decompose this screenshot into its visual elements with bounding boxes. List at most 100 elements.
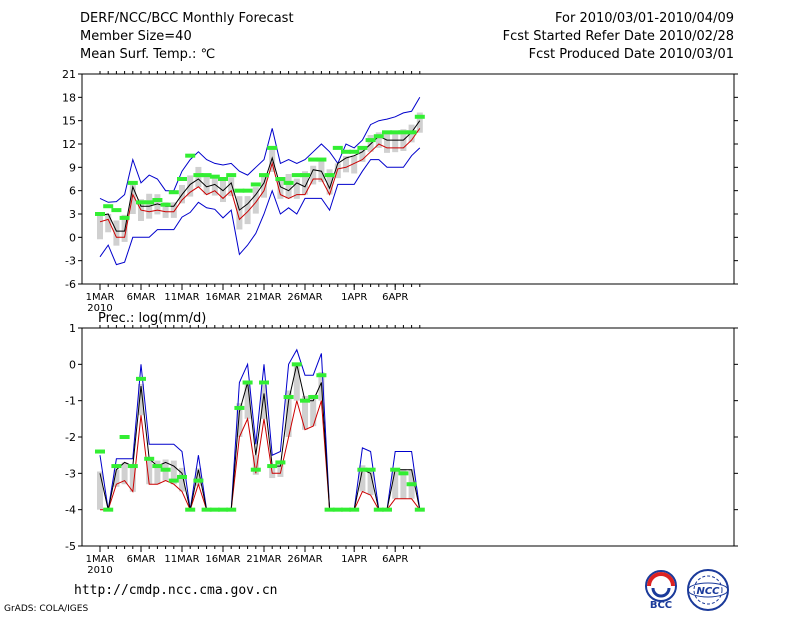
obs-marker [267,464,278,469]
spread-bar [302,395,308,430]
series-lower-line [99,147,421,266]
y-tick-label: -3 [65,467,76,480]
spread-bar [334,163,341,179]
obs-marker [218,177,228,181]
obs-marker [209,174,220,179]
spread-bar [392,131,399,153]
x-tick-label: 1MAR [86,292,115,303]
spread-bar [277,178,284,199]
obs-marker [283,180,294,185]
obs-marker [390,467,401,472]
spread-bar [400,468,407,499]
obs-marker [316,157,327,162]
spread-bar [261,385,267,419]
x-tick-label: 26MAR [287,554,322,565]
obs-marker [234,188,245,193]
y-tick-label: -1 [65,395,76,408]
y-tick-label: 0 [69,358,76,371]
y-tick-label: 21 [62,68,76,81]
spread-bar [416,112,423,133]
spread-bar [236,196,243,230]
obs-marker [103,204,114,209]
spread-bar [375,132,382,148]
x-tick-label: 6MAR [127,554,156,565]
obs-marker [152,198,163,202]
obs-marker [127,180,138,185]
y-tick-label: 12 [62,138,76,151]
y-tick-label: -6 [65,278,76,291]
obs-marker [201,173,212,178]
obs-marker [398,471,409,476]
obs-marker [308,157,319,162]
spread-bar [146,458,153,485]
obs-marker [103,507,114,512]
obs-marker [267,145,278,150]
spread-bar [359,149,366,162]
obs-marker [144,456,155,461]
obs-marker [177,177,187,181]
spread-bar [97,471,103,510]
member-size: Member Size=40 [80,29,192,44]
x-tick-label: 11MAR [164,292,199,303]
spread-bar [293,178,300,199]
obs-marker [193,173,204,178]
obs-marker [185,153,196,158]
obs-marker [226,173,237,178]
series-min-line [100,400,421,512]
obs-marker [119,435,130,439]
spread-bar [113,469,120,487]
x-tick-label: 1APR [341,554,367,565]
obs-marker [144,200,155,205]
spread-bar [113,220,120,246]
obs-marker [324,507,335,512]
obs-marker [111,464,122,469]
spread-bar [261,175,267,198]
spread-bar [220,180,226,203]
obs-marker [185,507,196,512]
source-url[interactable]: http://cmdp.ncc.cma.gov.cn [74,583,278,598]
panel-subtitle: Prec.: log(mm/d) [98,311,206,326]
spread-bar [97,215,103,240]
y-tick-label: 18 [62,91,76,104]
y-tick-label: 0 [69,231,76,244]
obs-marker [332,145,343,150]
obs-marker [406,482,417,487]
spread-bar [277,462,284,477]
spread-bar [310,165,317,185]
x-tick-label: 16MAR [205,292,240,303]
spread-bar [310,394,317,427]
variable-label: Mean Surf. Temp.: ℃ [80,47,216,62]
obs-marker [283,395,294,400]
chart-title: DERF/NCC/BCC Monthly Forecast [80,11,294,26]
spread-bar [154,460,161,485]
spread-bar [179,467,185,492]
obs-marker [332,507,343,512]
spread-bar [195,468,202,486]
y-tick-label: -4 [65,504,76,517]
x-tick-label: 1APR [341,292,367,303]
obs-marker [414,507,425,512]
obs-marker [414,114,425,119]
spread-bar [392,468,399,499]
obs-marker [382,507,392,512]
obs-marker [398,130,409,135]
obs-marker [226,507,237,512]
y-tick-label: 6 [69,185,76,198]
obs-marker [242,188,253,193]
obs-marker [308,395,319,400]
plot-frame [81,327,735,547]
x-year-label: 2010 [87,565,112,576]
obs-marker [365,467,376,472]
panel-0: -6 -3 0 3 6 9 12 15 18 21 1MAR 6MAR 11MAR 16MAR 21MAR 2… [62,68,738,314]
spread-bar [244,382,251,419]
spread-bar [138,383,144,416]
ncc-logo-icon: NCC [687,569,729,611]
obs-marker [324,173,335,178]
forecast-produced: Fcst Produced Date 2010/03/01 [528,47,734,62]
obs-marker [259,173,269,178]
x-tick-label: 11MAR [164,554,199,565]
obs-marker [357,467,368,472]
obs-marker [406,130,417,135]
obs-marker [168,478,179,483]
series-min-line [99,128,421,238]
